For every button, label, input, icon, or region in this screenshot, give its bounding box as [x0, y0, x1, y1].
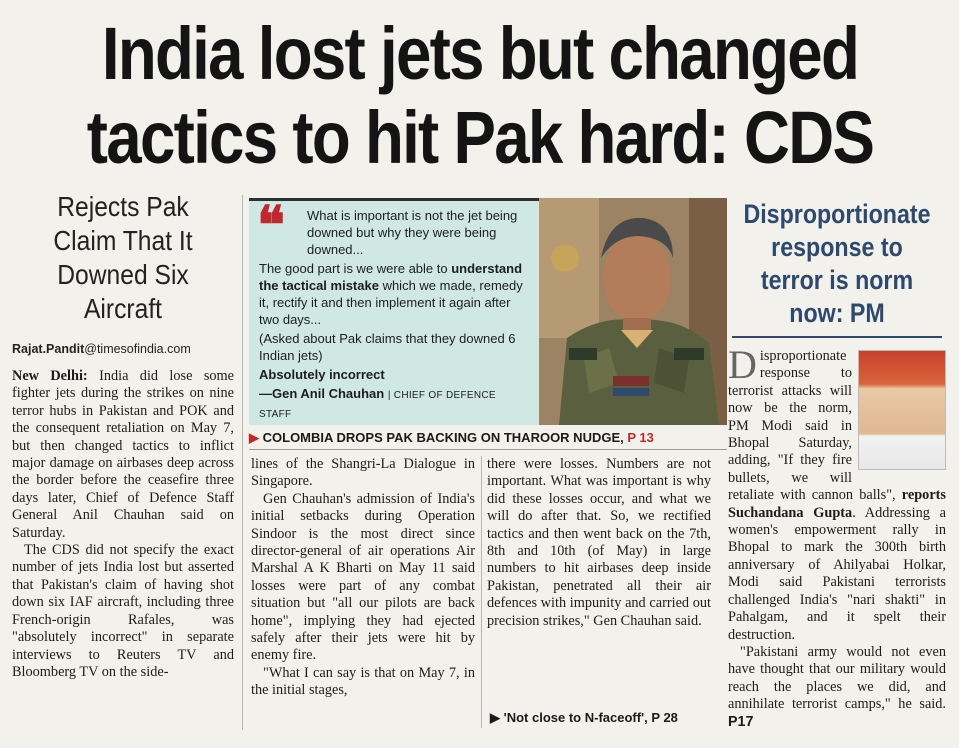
- horizontal-divider: [249, 449, 727, 450]
- middle-column-2: there were losses. Numbers are not impor…: [487, 456, 711, 630]
- quote-mark-icon: ❝: [257, 198, 285, 255]
- page-reference-bar[interactable]: ▶ COLOMBIA DROPS PAK BACKING ON THAROOR …: [249, 430, 727, 446]
- quote-line-3: (Asked about Pak claims that they downed…: [259, 331, 516, 363]
- quote-attribution-name: —Gen Anil Chauhan: [259, 386, 385, 401]
- right-p2: "Pakistani army would not even have thou…: [728, 643, 946, 713]
- main-headline: India lost jets but changed tactics to h…: [79, 12, 881, 180]
- quote-attribution: —Gen Anil Chauhan | CHIEF OF DEFENCE STA…: [259, 385, 531, 423]
- quote-attribution-role: | CHIEF OF DEFENCE STAFF: [259, 390, 496, 420]
- arrow-right-icon: ▶: [490, 710, 500, 725]
- quote-line-2: The good part is we were able to underst…: [259, 260, 531, 328]
- mid-paragraph-2: Gen Chauhan's admission of India's initi…: [251, 490, 475, 664]
- quote-line-2b: understand the tactical mistake: [259, 261, 523, 293]
- left-paragraph-2: The CDS did not specify the exact number…: [12, 542, 234, 680]
- middle-column-1: lines of the Shangri-La Dialogue in Sing…: [251, 456, 475, 700]
- column-divider: [481, 456, 482, 728]
- left-article-text: New Delhi: India did lose some fighter j…: [12, 368, 234, 681]
- pm-photo: [858, 350, 946, 470]
- headline-line-1: India lost jets but changed: [101, 12, 860, 95]
- left-p1-text: India did lose some fighter jets during …: [12, 368, 235, 541]
- refer-text: COLOMBIA DROPS PAK BACKING ON THAROOR NU…: [262, 430, 624, 445]
- right-p1b: . Addressing a women's empowerment rally…: [728, 504, 946, 643]
- quote-line-1: What is important is not the jet being d…: [307, 208, 518, 257]
- right-reporter: reports Suchandana Gupta: [728, 487, 946, 521]
- small-refer-text: 'Not close to N-faceoff',: [503, 710, 648, 725]
- mid-paragraph-4: there were losses. Numbers are not impor…: [487, 456, 711, 629]
- quote-line-4: Absolutely incorrect: [259, 367, 385, 382]
- right-paragraph-2: "Pakistani army would not even have thou…: [728, 644, 946, 731]
- mid-paragraph-1: lines of the Shangri-La Dialogue in Sing…: [251, 456, 475, 490]
- quote-box: ❝ What is important is not the jet being…: [249, 198, 539, 425]
- refer-page: P 13: [627, 430, 654, 445]
- small-page-reference[interactable]: ▶ 'Not close to N-faceoff', P 28: [490, 710, 678, 726]
- side-headline: Disproportionate response to terror is n…: [743, 199, 931, 328]
- right-p1a: isproportionate response to terrorist at…: [728, 348, 902, 504]
- quote-line-2c: which we made, remedy it, rectify it and…: [259, 278, 523, 327]
- byline-domain: @timesofindia.com: [84, 342, 191, 356]
- cds-portrait-illustration: [539, 198, 727, 425]
- left-column: Rejects Pak Claim That It Downed Six Air…: [12, 190, 234, 681]
- byline: Rajat.Pandit@timesofindia.com: [12, 342, 234, 356]
- cds-photo: [539, 198, 727, 425]
- right-column: Disproportionate response to terror is n…: [728, 198, 946, 731]
- mid-paragraph-3: "What I can say is that on May 7, in the…: [251, 664, 475, 699]
- column-divider: [242, 195, 243, 730]
- right-page-ref: P17: [728, 713, 754, 730]
- dateline: New Delhi:: [12, 368, 88, 384]
- sub-headline: Rejects Pak Claim That It Downed Six Air…: [53, 191, 193, 324]
- left-paragraph-1: New Delhi: India did lose some fighter j…: [12, 368, 234, 542]
- drop-cap: D: [728, 342, 757, 387]
- arrow-right-icon: ▶: [249, 430, 259, 445]
- side-headline-rule: [732, 336, 942, 338]
- headline-line-2: tactics to hit Pak hard: CDS: [86, 96, 875, 179]
- small-refer-page: P 28: [651, 710, 678, 725]
- byline-name: Rajat.Pandit: [12, 342, 85, 356]
- quote-line-2a: The good part is we were able to: [259, 261, 452, 276]
